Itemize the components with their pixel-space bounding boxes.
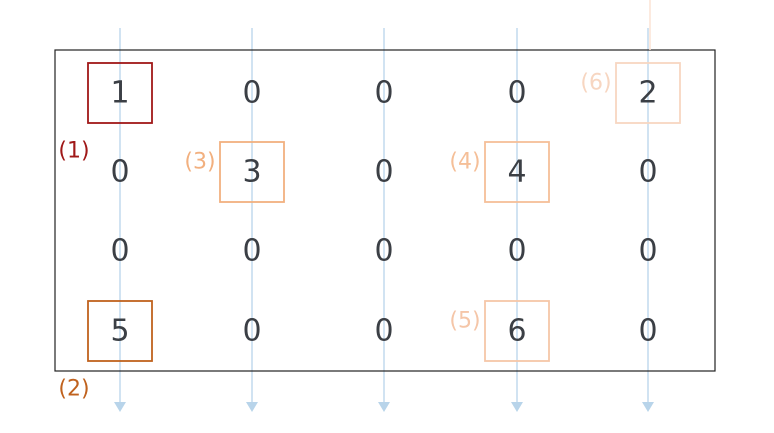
- matrix-cell-r1-c2: 0: [242, 76, 261, 111]
- matrix-cell-r3-c5: 0: [638, 234, 657, 269]
- matrix-cells: 1 0 0 0 2 0 3 0 4 0 0 0 0 0 0 5 0 0 6 0: [110, 76, 657, 349]
- matrix-cell-r2-c4: 4: [507, 155, 526, 190]
- column-arrow-head-2: [246, 402, 258, 412]
- highlight-label-1: (1): [58, 139, 89, 164]
- highlight-label-5: (5): [449, 309, 480, 334]
- matrix-cell-r2-c5: 0: [638, 155, 657, 190]
- matrix-frame: [54, 49, 716, 372]
- highlight-boxes: (1) (2) (3) (4) (5) (6): [58, 62, 681, 402]
- highlight-label-2: (2): [58, 377, 89, 402]
- matrix-cell-r2-c3: 0: [374, 155, 393, 190]
- matrix-cell-r4-c5: 0: [638, 314, 657, 349]
- highlight-box-3: [219, 141, 285, 203]
- matrix-cell-r1-c3: 0: [374, 76, 393, 111]
- matrix-cell-r2-c2: 3: [242, 155, 261, 190]
- matrix-cell-r4-c4: 6: [507, 314, 526, 349]
- column-arrows: [114, 28, 654, 412]
- column-arrow-head-4: [511, 402, 523, 412]
- matrix-cell-r3-c2: 0: [242, 234, 261, 269]
- matrix-cell-r4-c3: 0: [374, 314, 393, 349]
- highlight-box-5: [484, 300, 550, 362]
- column-arrow-head-1: [114, 402, 126, 412]
- matrix-cell-r3-c1: 0: [110, 234, 129, 269]
- highlight-label-6: (6): [580, 71, 611, 96]
- highlight-box-1: [87, 62, 153, 124]
- highlight-label-4: (4): [449, 150, 480, 175]
- matrix-cell-r4-c2: 0: [242, 314, 261, 349]
- column-arrow-head-5: [642, 402, 654, 412]
- column-arrow-head-3: [378, 402, 390, 412]
- matrix-cell-r3-c4: 0: [507, 234, 526, 269]
- matrix-cell-r3-c3: 0: [374, 234, 393, 269]
- matrix-cell-r1-c1: 1: [110, 76, 129, 111]
- matrix-cell-r2-c1: 0: [110, 155, 129, 190]
- matrix-cell-r1-c5: 2: [638, 76, 657, 111]
- matrix-cell-r4-c1: 5: [110, 314, 129, 349]
- highlight-box-6: [615, 62, 681, 124]
- highlight-box-2: [87, 300, 153, 362]
- highlight-box-4: [484, 141, 550, 203]
- highlight-label-3: (3): [184, 150, 215, 175]
- matrix-cell-r1-c4: 0: [507, 76, 526, 111]
